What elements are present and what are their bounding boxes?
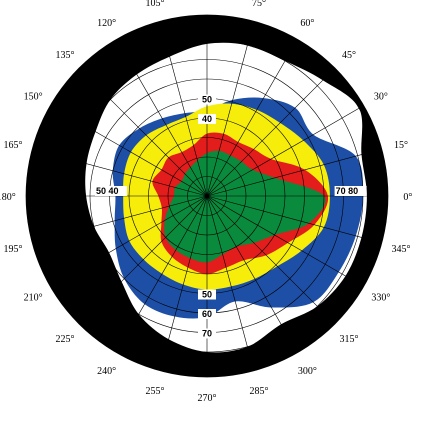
grid-spoke xyxy=(206,195,332,321)
angle-label: 315° xyxy=(340,334,359,345)
ring-value-label: 40 xyxy=(202,114,212,124)
grid-spoke xyxy=(54,108,208,197)
angle-label: 105° xyxy=(146,0,165,9)
ring-labels: 50 40 50 40 70 80 50 60 70 xyxy=(95,94,367,339)
angle-label: 210° xyxy=(24,292,43,303)
grid-spoke xyxy=(161,195,208,366)
grid-spoke xyxy=(206,71,332,197)
angle-label: 270° xyxy=(198,393,217,404)
grid-spoke xyxy=(206,195,377,242)
grid-spoke xyxy=(82,195,208,321)
grid-spoke xyxy=(82,71,208,197)
ring-value-label: 70 xyxy=(202,329,212,339)
ring-label-bg xyxy=(198,328,216,339)
grid-spoke xyxy=(206,195,253,366)
ring-label-bg xyxy=(198,114,216,124)
grid-spoke xyxy=(119,43,208,197)
grid-spoke xyxy=(118,195,208,349)
angle-label: 285° xyxy=(250,386,269,397)
ring-value-label: 50 40 xyxy=(96,186,119,196)
ring-value-label: 60 xyxy=(202,309,212,319)
angle-label: 225° xyxy=(56,334,75,345)
angle-label: 135° xyxy=(56,50,75,61)
angle-label: 165° xyxy=(4,140,23,151)
angle-labels: 0° 15° 30° 45° 60° 75° 90° 105° 120° 135° 150° 165°… xyxy=(0,0,412,404)
grid-spoke xyxy=(37,195,208,242)
ring-label-bg xyxy=(95,186,127,196)
angle-label: 0° xyxy=(403,192,412,203)
angle-label: 300° xyxy=(298,366,317,377)
angle-label: 150° xyxy=(24,92,43,103)
angle-label: 45° xyxy=(342,50,356,61)
ring-label-bg xyxy=(198,94,216,105)
grid-spoke xyxy=(206,108,360,197)
grid-spoke xyxy=(206,195,360,285)
grid-spoke xyxy=(161,26,208,197)
angle-label: 195° xyxy=(4,244,23,255)
grid-spoke xyxy=(206,195,296,349)
angle-label: 240° xyxy=(97,366,116,377)
center-point xyxy=(205,194,209,198)
grid-spoke xyxy=(206,43,296,197)
ring-value-label: 50 xyxy=(202,95,212,105)
ring-label-bg xyxy=(198,309,216,319)
angle-label: 330° xyxy=(371,292,390,303)
angle-label: 15° xyxy=(394,140,408,151)
angle-label: 90° xyxy=(200,0,214,2)
green-zone xyxy=(164,150,326,263)
angle-label: 30° xyxy=(374,92,388,103)
angle-label: 60° xyxy=(300,18,314,29)
grid-spoke xyxy=(206,26,253,197)
ring-value-label: 70 80 xyxy=(336,186,359,196)
angle-label: 345° xyxy=(392,244,411,255)
angle-label: 255° xyxy=(146,386,165,397)
ring-value-label: 50 xyxy=(202,290,212,300)
grid-spoke xyxy=(54,195,208,285)
angle-label: 75° xyxy=(252,0,266,9)
grid-spoke xyxy=(206,150,377,197)
ring-label-bg xyxy=(198,289,216,300)
angle-label: 180° xyxy=(0,192,16,203)
ring-label-bg xyxy=(334,186,367,196)
angle-label: 120° xyxy=(97,18,116,29)
grid-spoke xyxy=(37,150,208,197)
